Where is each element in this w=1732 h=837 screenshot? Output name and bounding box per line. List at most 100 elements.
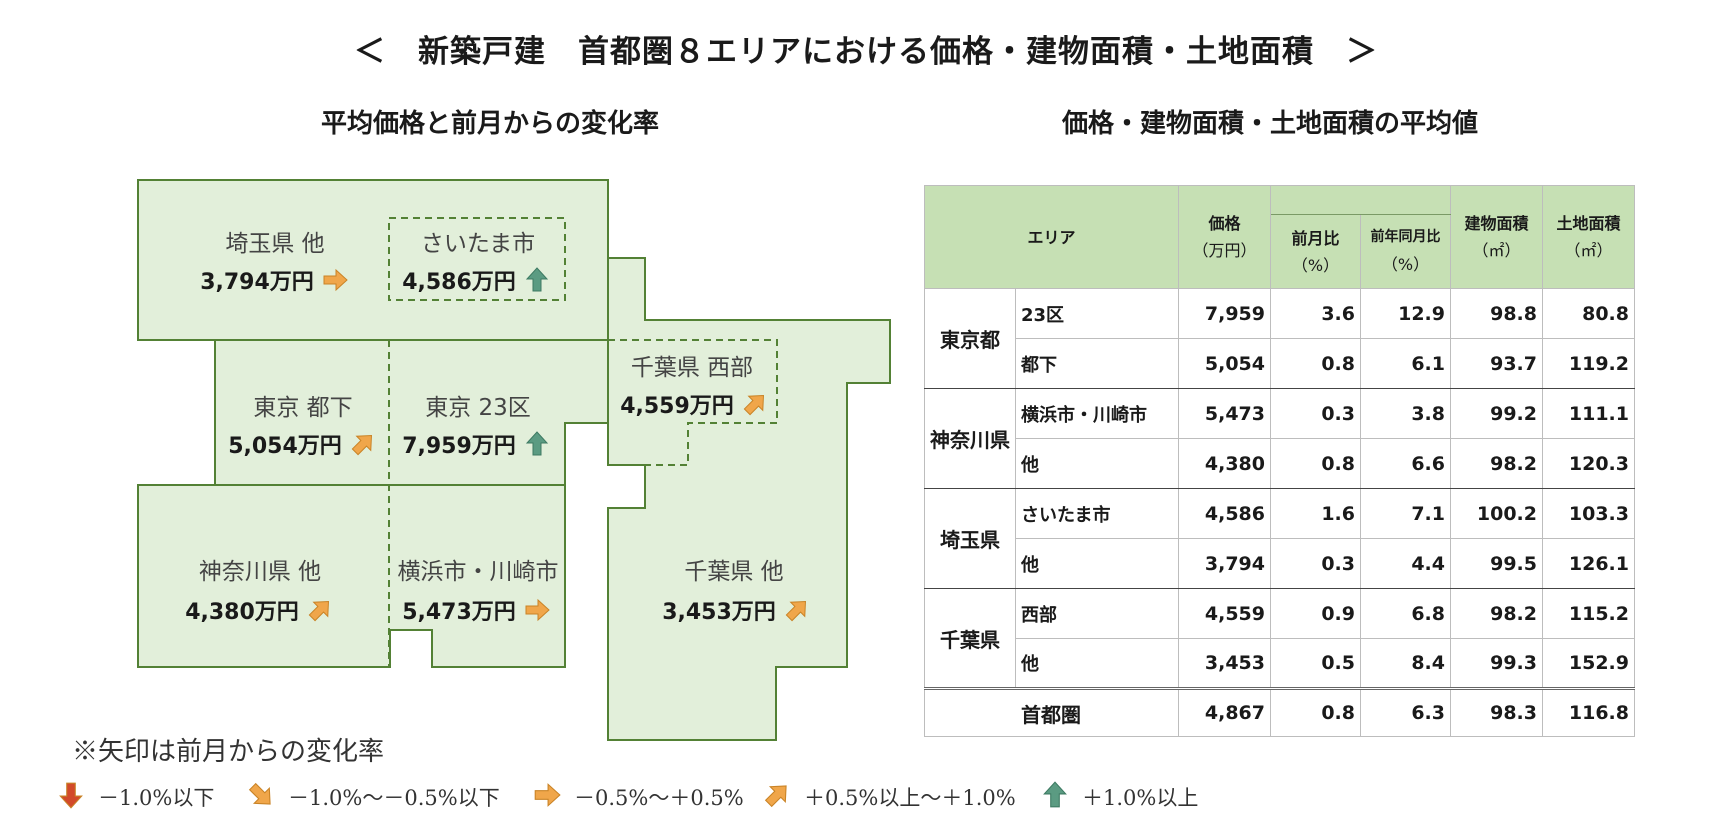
map-title: 平均価格と前月からの変化率 [320, 109, 659, 139]
sub-area-cell: 西部 [1015, 588, 1179, 639]
sub-area-cell: 都下 [1015, 338, 1179, 389]
sub-area-cell: さいたま市 [1015, 488, 1179, 539]
region-name: 埼玉県 他 [225, 231, 325, 257]
cell-building: 100.2 [1450, 488, 1543, 539]
header-price: 価格 （万円） [1178, 185, 1271, 289]
cell-yoy: 6.8 [1360, 588, 1451, 639]
arrow-up-right-icon [740, 390, 770, 418]
region-name: 千葉県 他 [684, 559, 784, 585]
region-price: 5,473万円 [372, 594, 582, 626]
region-name: 千葉県 西部 [630, 355, 754, 381]
cell-building: 98.2 [1450, 588, 1543, 639]
header-area: エリア [924, 185, 1179, 289]
total-mom: 0.8 [1270, 687, 1361, 737]
pref-cell: 千葉県 [924, 588, 1016, 689]
legend-item: ＋1.0%以上 [1040, 780, 1198, 814]
cell-mom: 1.6 [1270, 488, 1361, 539]
cell-land: 80.8 [1542, 288, 1635, 339]
region-price: 7,959万円 [372, 428, 582, 460]
region-price-value: 4,586万円 [402, 270, 516, 295]
legend-label: －1.0%～－0.5%以下 [288, 786, 500, 810]
pref-cell: 東京都 [924, 288, 1016, 389]
region-price-value: 5,473万円 [402, 600, 516, 625]
stats-table: エリア 価格 （万円） 建物面積 （㎡） 土地面積 （㎡） 前月比 （%） 前年同月比（… [924, 185, 1635, 737]
cell-price: 5,473 [1178, 388, 1271, 439]
cell-price: 4,586 [1178, 488, 1271, 539]
region-price-value: 7,959万円 [402, 434, 516, 459]
cell-land: 120.3 [1542, 438, 1635, 489]
cell-mom: 0.3 [1270, 538, 1361, 589]
cell-land: 103.3 [1542, 488, 1635, 539]
cell-building: 99.3 [1450, 638, 1543, 689]
region-price: 4,380万円 [155, 594, 365, 626]
total-row: 首都圏 4,867 0.8 6.3 98.3 116.8 [924, 687, 1635, 737]
sub-area-cell: 他 [1015, 538, 1179, 589]
pref-cell: 神奈川県 [924, 388, 1016, 489]
cell-building: 99.2 [1450, 388, 1543, 439]
sub-area-cell: 23区 [1015, 288, 1179, 339]
cell-mom: 3.6 [1270, 288, 1361, 339]
region-name: 横浜市・川崎市 [397, 559, 559, 585]
table-row: 千葉県 西部 4,559 0.9 6.8 98.2 115.2 [924, 588, 1635, 689]
region-price-value: 4,559万円 [620, 394, 734, 419]
header-yoy: 前年同月比 （%） [1360, 214, 1451, 289]
cell-mom: 0.9 [1270, 588, 1361, 639]
cell-land: 115.2 [1542, 588, 1635, 639]
cell-price: 4,559 [1178, 588, 1271, 639]
legend-item: －0.5%～＋0.5% [532, 780, 744, 814]
cell-yoy: 12.9 [1360, 288, 1451, 339]
region-shape-chiba [607, 257, 891, 741]
cell-price: 3,794 [1178, 538, 1271, 589]
sub-area-cell: 横浜市・川崎市 [1015, 388, 1179, 439]
total-label: 首都圏 [924, 687, 1179, 737]
pref-cell: 埼玉県 [924, 488, 1016, 589]
table-title: 価格・建物面積・土地面積の平均値 [1061, 109, 1478, 139]
table-row: 埼玉県 さいたま市 4,586 1.6 7.1 100.2 103.3 [924, 488, 1635, 589]
region-name: さいたま市 [420, 231, 536, 257]
arrow-down-right-icon [246, 780, 288, 815]
region-price: 4,586万円 [372, 264, 582, 296]
total-price: 4,867 [1178, 687, 1271, 737]
table-row: 他 3,453 0.5 8.4 99.3 152.9 [925, 638, 1635, 689]
total-building: 98.3 [1450, 687, 1543, 737]
cell-building: 98.8 [1450, 288, 1543, 339]
cell-mom: 0.8 [1270, 438, 1361, 489]
region-shape-kanagawa [137, 484, 566, 668]
legend-label: －0.5%～＋0.5% [574, 786, 744, 810]
legend-label: ＋0.5%以上～＋1.0% [804, 786, 1016, 810]
cell-price: 4,380 [1178, 438, 1271, 489]
region-price-value: 3,453万円 [662, 600, 776, 625]
region-name: 神奈川県 他 [198, 559, 322, 585]
cell-mom: 0.3 [1270, 388, 1361, 439]
region-price: 3,453万円 [632, 594, 842, 626]
region-price: 3,794万円 [170, 264, 380, 296]
table-row: 神奈川県 横浜市・川崎市 5,473 0.3 3.8 99.2 111.1 [924, 388, 1635, 489]
legend-item: ＋0.5%以上～＋1.0% [762, 780, 1016, 814]
region-price-value: 3,794万円 [200, 270, 314, 295]
saitama-city-box [388, 217, 566, 301]
header-land: 土地面積 （㎡） [1542, 185, 1635, 289]
cell-yoy: 6.6 [1360, 438, 1451, 489]
cell-land: 119.2 [1542, 338, 1635, 389]
arrow-up-right-icon [782, 596, 812, 624]
cell-price: 7,959 [1178, 288, 1271, 339]
region-shape-saitama [137, 179, 609, 341]
legend-label: －1.0%以下 [98, 786, 215, 810]
arrow-right-icon [532, 780, 574, 815]
cell-yoy: 6.1 [1360, 338, 1451, 389]
sub-area-cell: 他 [1015, 638, 1179, 689]
arrow-note: ※矢印は前月からの変化率 [72, 737, 385, 767]
arrow-up-right-icon [305, 596, 335, 624]
cell-building: 98.2 [1450, 438, 1543, 489]
region-price-value: 5,054万円 [228, 434, 342, 459]
arrow-up-icon [1040, 780, 1082, 815]
arrow-down-icon [56, 780, 98, 815]
cell-mom: 0.8 [1270, 338, 1361, 389]
region-price-value: 4,380万円 [185, 600, 299, 625]
region-price: 5,054万円 [198, 428, 408, 460]
arrow-right-icon [522, 596, 552, 624]
region-price: 4,559万円 [590, 388, 800, 420]
cell-land: 111.1 [1542, 388, 1635, 439]
legend-item: －1.0%以下 [56, 780, 214, 814]
